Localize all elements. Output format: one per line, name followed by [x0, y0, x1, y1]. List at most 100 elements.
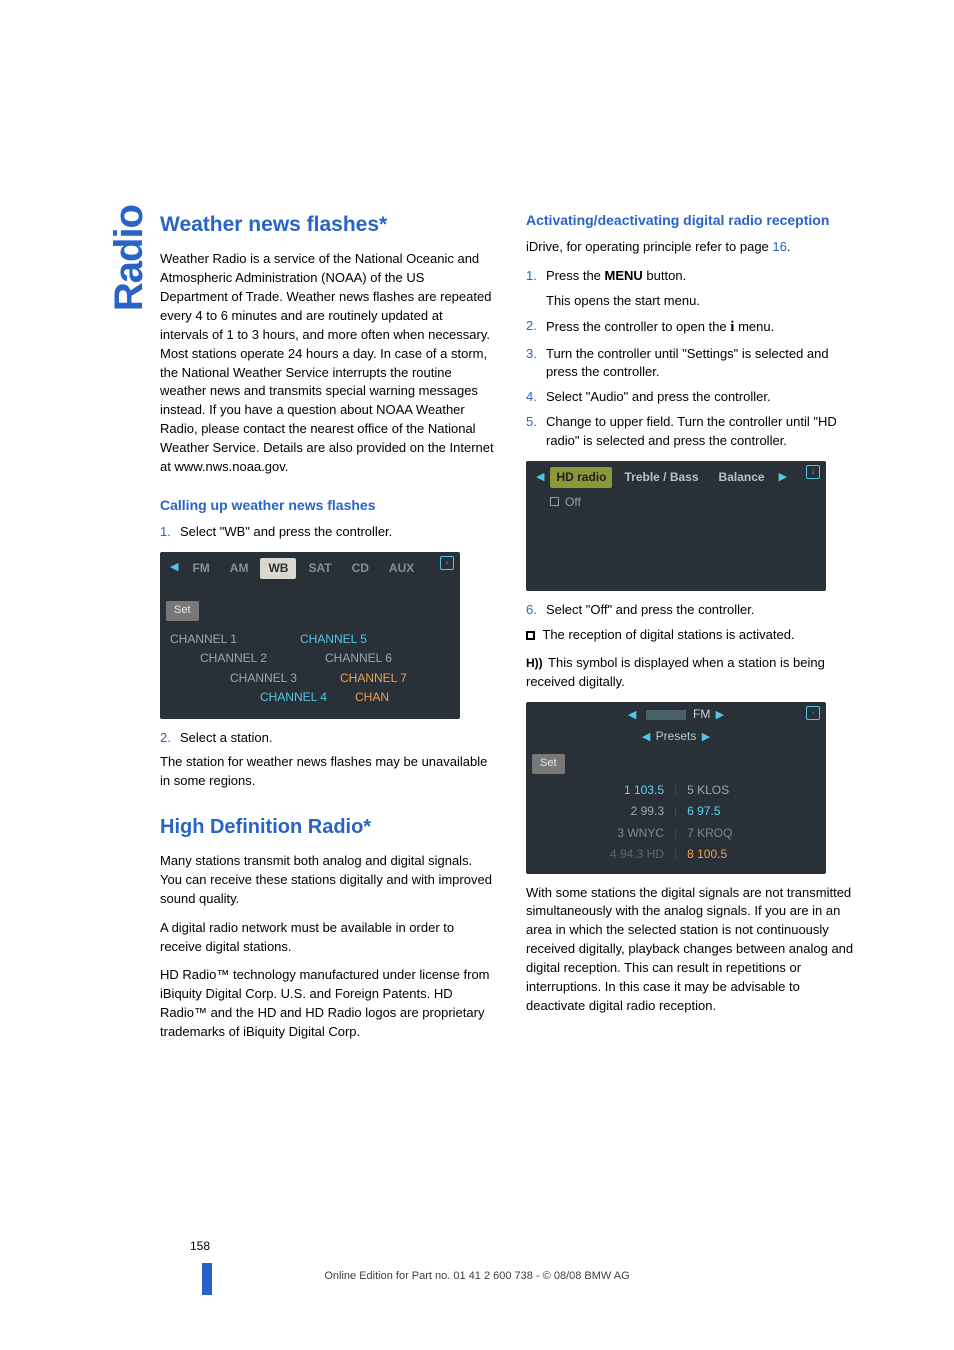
step-number: 1. — [526, 267, 546, 286]
page-content: Weather news flashes* Weather Radio is a… — [100, 210, 860, 1052]
checkbox-filled-icon — [526, 631, 535, 640]
hd-symbol-text: This symbol is displayed when a station … — [526, 655, 825, 689]
ss3-sub: ◀ Presets ▶ — [526, 728, 826, 750]
corner-icon: ↓ — [806, 465, 820, 479]
heading-calling-up: Calling up weather news flashes — [160, 495, 494, 515]
reception-activated-text: The reception of digital stations is act… — [539, 627, 795, 642]
step-number: 3. — [526, 345, 546, 383]
r-step-2: 2. Press the controller to open the i me… — [526, 317, 860, 339]
ss2-tab-balance: Balance — [711, 467, 773, 488]
ss3-fm: FM — [693, 707, 710, 721]
ss3-body: 1 103.5| 5 KLOS 2 99.3| 6 97.5 3 WNYC| 7… — [526, 778, 826, 874]
r-step-6: 6. Select "Off" and press the controller… — [526, 601, 860, 620]
step-number: 1. — [160, 523, 180, 542]
corner-icon: ◦ — [806, 706, 820, 720]
screenshot-presets: ◀ FM ▶ ◦ ◀ Presets ▶ Set 1 103.5| 5 KLOS… — [526, 702, 826, 873]
corner-icon: ◦ — [440, 556, 454, 570]
r-step-4: 4. Select "Audio" and press the controll… — [526, 388, 860, 407]
hd-symbol-info: H)) This symbol is displayed when a stat… — [526, 654, 860, 692]
ss2-tab-treble: Treble / Bass — [616, 467, 706, 488]
step-2: 2. Select a station. — [160, 729, 494, 748]
page-link-16[interactable]: 16 — [772, 239, 786, 254]
ch5: CHANNEL 5 — [300, 631, 430, 648]
ss1-tab-wb: WB — [260, 558, 296, 579]
ss1-tab-fm: FM — [184, 558, 217, 579]
hd-p1: Many stations transmit both analog and d… — [160, 852, 494, 909]
ss1-body: CHANNEL 1 CHANNEL 5 CHANNEL 2 CHANNEL 6 … — [160, 625, 460, 719]
arrow-left-icon: ◀ — [626, 709, 638, 721]
step-number: 4. — [526, 388, 546, 407]
step-text: Select "Audio" and press the controller. — [546, 388, 860, 407]
idrive-ref: iDrive, for operating principle refer to… — [526, 238, 860, 257]
heading-activating: Activating/deactivating digital radio re… — [526, 210, 860, 230]
screenshot-hd-off: ◀ HD radio Treble / Bass Balance ▶ ↓ Off — [526, 461, 826, 591]
step-text: Press the controller to open the i menu. — [546, 317, 860, 339]
weather-note: The station for weather news flashes may… — [160, 753, 494, 791]
preset-row-3: 3 WNYC| 7 KROQ — [532, 823, 820, 844]
off-label: Off — [565, 495, 581, 509]
screenshot-wb-channels: ◀ FM AM WB SAT CD AUX ◦ Set CHANNEL 1 CH… — [160, 552, 460, 719]
heading-weather: Weather news flashes* — [160, 210, 494, 240]
arrow-right-icon: ▶ — [700, 731, 712, 743]
ss1-row1: CHANNEL 1 CHANNEL 5 — [170, 631, 450, 648]
r-s1a: Press the — [546, 268, 605, 283]
left-column: Weather news flashes* Weather Radio is a… — [160, 210, 494, 1052]
ch2: CHANNEL 2 — [200, 650, 325, 667]
r-step-3: 3. Turn the controller until "Settings" … — [526, 345, 860, 383]
page-number: 158 — [190, 1238, 210, 1255]
step-text: Turn the controller until "Settings" is … — [546, 345, 860, 383]
ch3: CHANNEL 3 — [230, 670, 340, 687]
arrow-left-icon: ◀ — [168, 560, 180, 576]
ss3-set: Set — [532, 754, 565, 774]
preset-7: 7 KROQ — [679, 825, 820, 842]
ss3-top: ◀ FM ▶ ◦ — [526, 702, 826, 728]
hd-p3: HD Radio™ technology manufactured under … — [160, 966, 494, 1041]
ch6: CHANNEL 6 — [325, 650, 450, 667]
arrow-right-icon: ▶ — [714, 709, 726, 721]
weather-intro: Weather Radio is a service of the Nation… — [160, 250, 494, 476]
digital-note: With some stations the digital signals a… — [526, 884, 860, 1016]
ss1-row3: CHANNEL 3 CHANNEL 7 — [230, 670, 450, 687]
ss1-row2: CHANNEL 2 CHANNEL 6 — [200, 650, 450, 667]
step-text: Change to upper field. Turn the controll… — [546, 413, 860, 451]
preset-5: 5 KLOS — [679, 782, 820, 799]
hd-icon: H)) — [526, 655, 543, 672]
step-number: 5. — [526, 413, 546, 451]
r-s2b: menu. — [734, 319, 774, 334]
arrow-left-icon: ◀ — [640, 731, 652, 743]
ch4: CHANNEL 4 — [260, 689, 355, 706]
arrow-right-icon: ▶ — [777, 470, 789, 486]
ss1-tab-aux: AUX — [381, 558, 422, 579]
preset-row-4: 4 94.3 HD| 8 100.5 — [532, 844, 820, 865]
preset-2: 2 99.3 — [532, 803, 672, 820]
r-step-1-sub: This opens the start menu. — [526, 292, 860, 311]
preset-3: 3 WNYC — [532, 825, 672, 842]
menu-button-label: MENU — [605, 268, 643, 283]
bar-icon — [646, 710, 686, 720]
preset-1: 1 103.5 — [532, 782, 672, 799]
preset-8: 8 100.5 — [687, 847, 727, 861]
step-text: Press the MENU button. — [546, 267, 860, 286]
preset-6: 6 97.5 — [687, 804, 720, 818]
arrow-left-icon: ◀ — [534, 470, 546, 486]
ss2-tab-hd: HD radio — [550, 467, 612, 488]
footer-text: Online Edition for Part no. 01 41 2 600 … — [0, 1269, 954, 1285]
preset-4: 4 94.3 HD — [532, 846, 672, 863]
ss1-set: Set — [166, 601, 199, 621]
r-step-1: 1. Press the MENU button. — [526, 267, 860, 286]
ss1-tab-cd: CD — [344, 558, 377, 579]
ss2-tabs: ◀ HD radio Treble / Bass Balance ▶ ↓ — [526, 461, 826, 492]
preset-row-2: 2 99.3| 6 97.5 — [532, 801, 820, 822]
ch-more: CHAN — [355, 689, 450, 706]
ch7: CHANNEL 7 — [340, 670, 450, 687]
ss2-off-row: Off — [526, 492, 826, 513]
step-text: Select a station. — [180, 729, 494, 748]
ss3-presets: Presets — [656, 729, 697, 743]
step-text: Select "WB" and press the controller. — [180, 523, 494, 542]
r-step-5: 5. Change to upper field. Turn the contr… — [526, 413, 860, 451]
right-column: Activating/deactivating digital radio re… — [526, 210, 860, 1052]
step-number: 2. — [160, 729, 180, 748]
hd-p2: A digital radio network must be availabl… — [160, 919, 494, 957]
idrive-ref-a: iDrive, for operating principle refer to… — [526, 239, 772, 254]
ch1: CHANNEL 1 — [170, 631, 300, 648]
